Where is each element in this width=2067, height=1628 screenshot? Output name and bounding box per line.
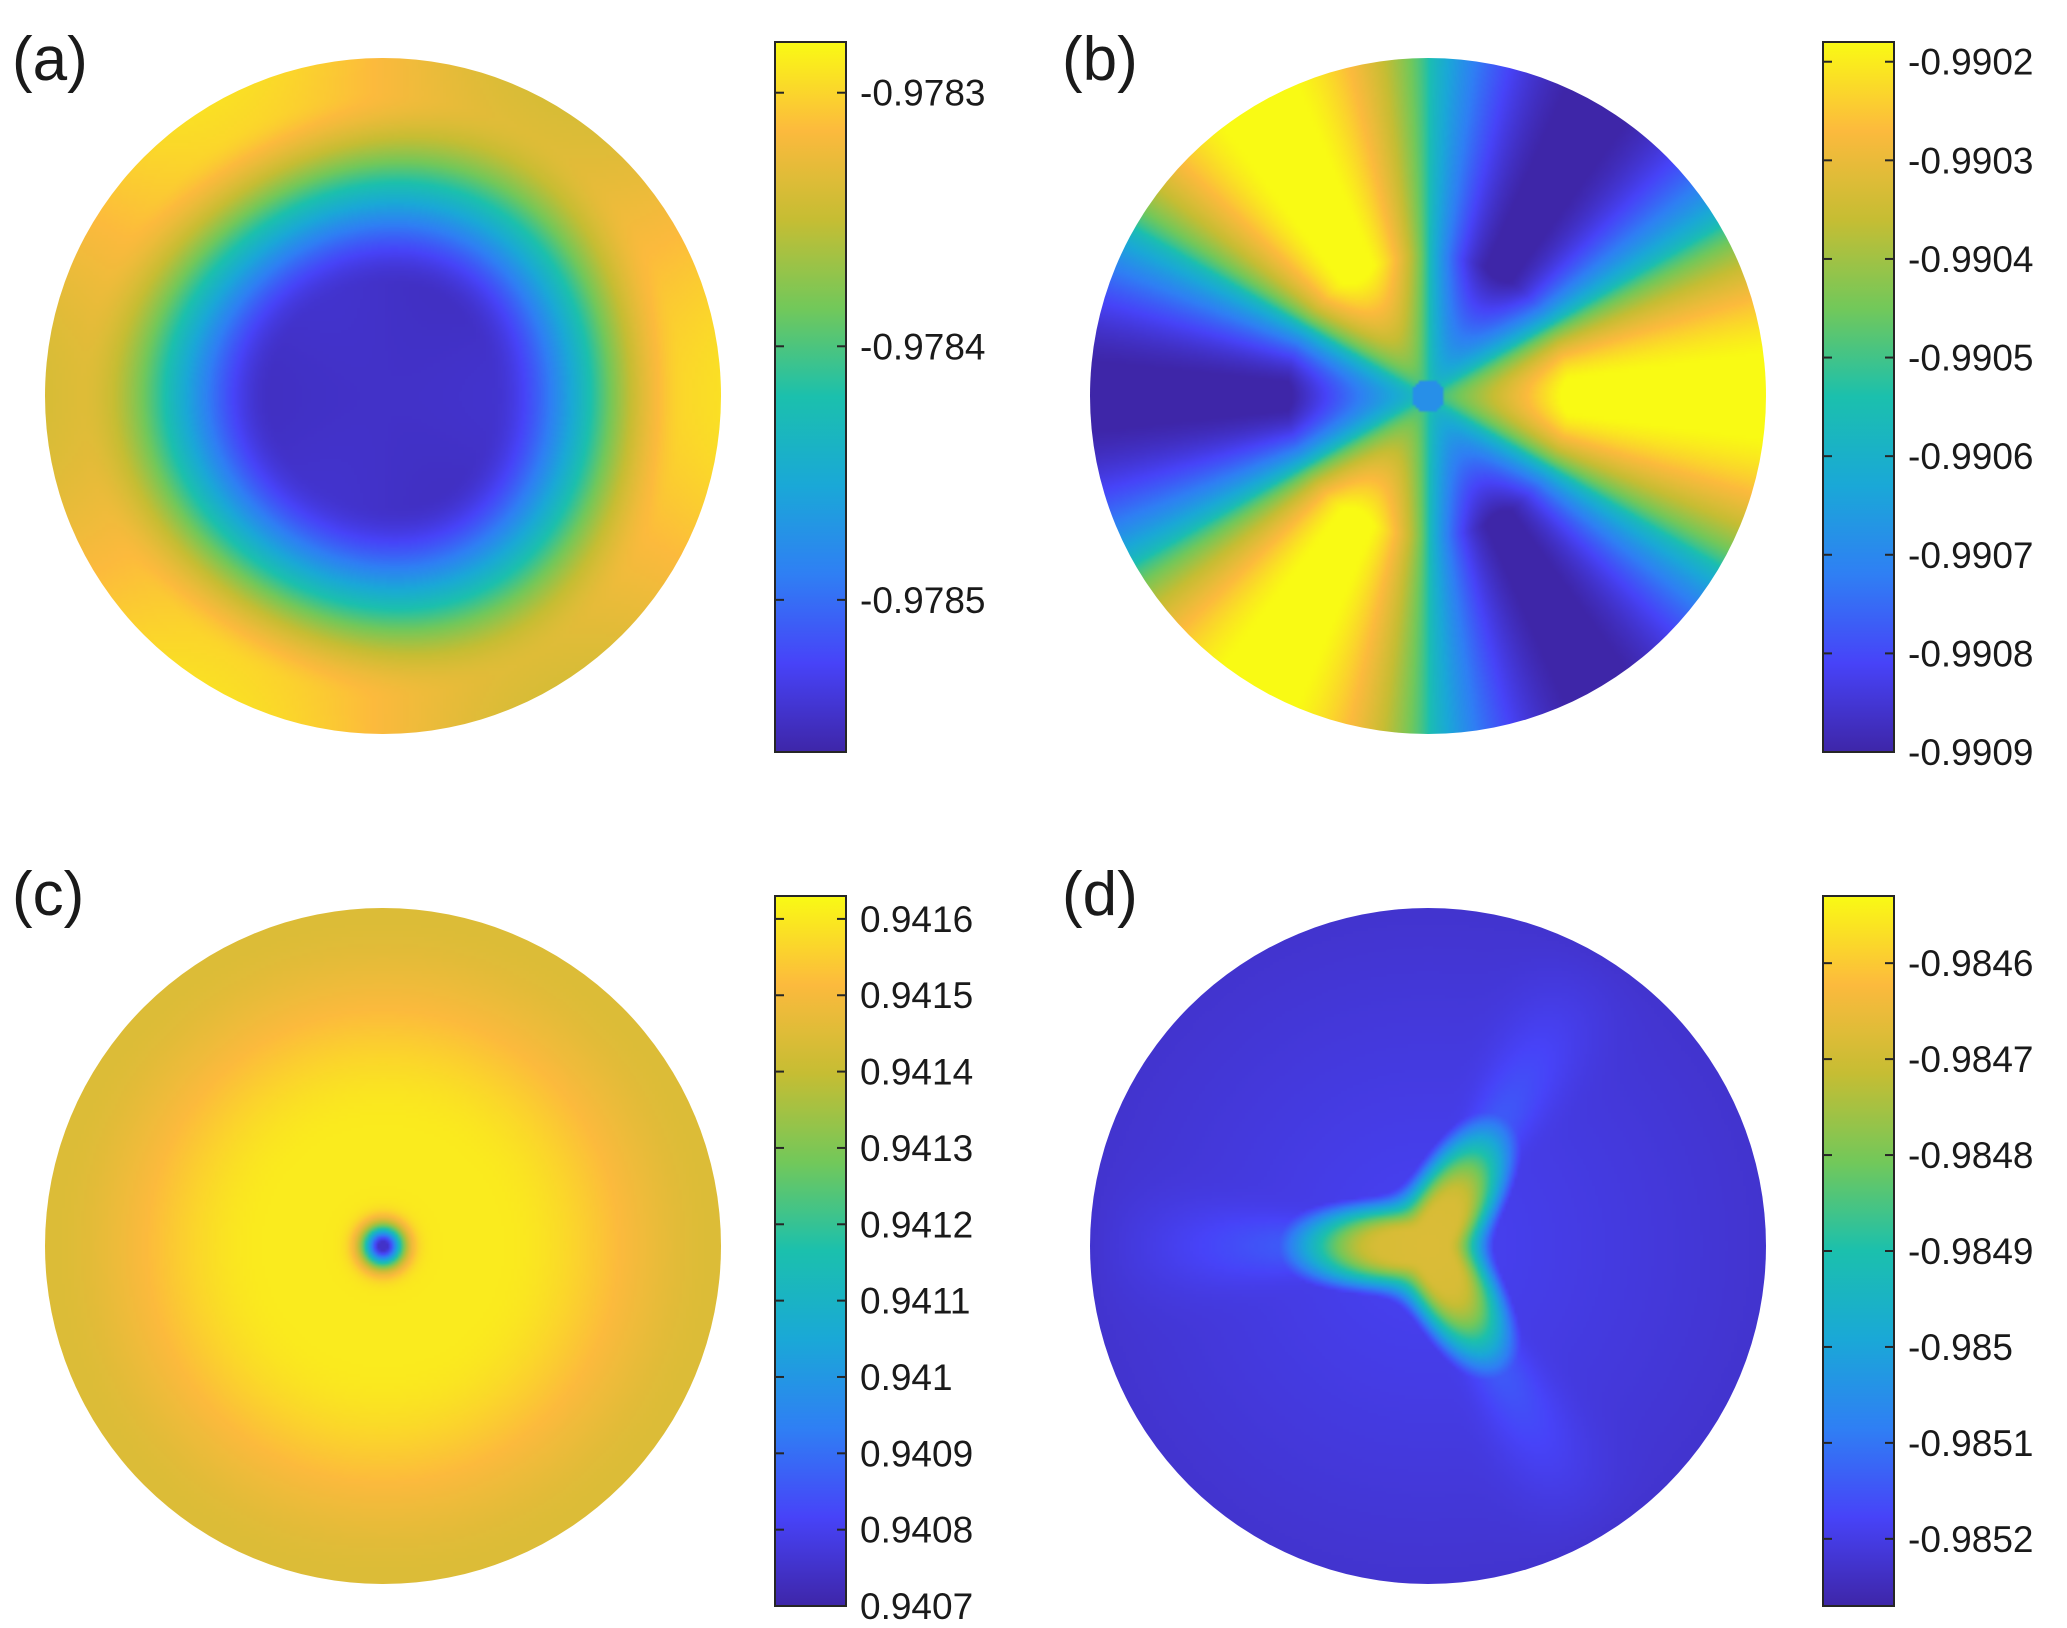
colorbar-c: 0.9407 0.9408 0.9409 0.941 0.9411 0.9412 0.941… [774,895,973,1627]
colorbar-c-tick-label: 0.9412 [860,1204,973,1245]
panel-d: (d) -0.9852-0.9851-0.985-0.9849-0.9848-0… [1062,860,2034,1607]
colorbar-d-ticks: -0.9852 -0.9851 -0.985 -0.9849 -0.9848 -0.984… [1823,943,2034,1560]
colorbar-d-tick-label: -0.9851 [1908,1423,2034,1464]
colorbar-c-tick-label: 0.941 [860,1357,953,1398]
colorbar-b-tick-label: -0.9907 [1908,535,2034,576]
colorbar-c-tick-label: 0.9416 [860,899,973,940]
colorbar-b-tick-label: -0.9902 [1908,42,2034,83]
disk-c [45,908,721,1584]
colorbar-a-tick-label: -0.9783 [860,73,986,114]
colorbar-c-tick-label: 0.9415 [860,975,973,1016]
colorbar-d: -0.9852 -0.9851 -0.985 -0.9849 -0.9848 -0.984… [1822,895,2034,1607]
colorbar-b-tick-label: -0.9906 [1908,436,2034,477]
heatmap-b [1090,58,1766,734]
colorbar-a-fill [774,41,847,753]
colorbar-a-tick-label: -0.9784 [860,326,986,367]
heatmap-c [45,908,721,1584]
colorbar-c-tick-label: 0.9407 [860,1586,973,1627]
colorbar-b-tick-label: -0.9908 [1908,633,2034,674]
panel-label-c: (c) [12,860,84,929]
panel-b: (b) -0.9909-0.9908-0.9907-0.9906-0.9905-… [1062,25,2034,773]
panel-label-d: (d) [1062,860,1138,929]
colorbar-b-tick-label: -0.9909 [1908,732,2034,773]
panel-a: (a) -0.9785 -0.9784 -0.9783 [12,25,986,753]
colorbar-d-fill [1822,895,1895,1607]
colorbar-c-tick-label: 0.9411 [860,1281,970,1322]
colorbar-c-tick-label: 0.9408 [860,1510,973,1551]
colorbar-c-tick-label: 0.9414 [860,1052,973,1093]
colorbar-a: -0.9785 -0.9784 -0.9783 [774,41,986,753]
colorbar-c-fill [774,895,847,1607]
colorbar-a-tick-label: -0.9785 [860,580,986,621]
panel-label-a: (a) [12,25,88,94]
disk-d [1090,908,1766,1584]
colorbar-b-tick-label: -0.9905 [1908,338,2034,379]
colorbar-d-tick-label: -0.985 [1908,1327,2013,1368]
disk-a [45,58,721,734]
colorbar-b: -0.9909 -0.9908 -0.9907 -0.9906 -0.9905 -0.99… [1822,41,2034,773]
colorbar-a-ticks: -0.9785 -0.9784 -0.9783 [775,73,986,621]
colorbar-d-tick-label: -0.9847 [1908,1039,2034,1080]
colorbar-b-tick-label: -0.9903 [1908,140,2034,181]
disk-b [1090,58,1766,734]
heatmap-d [1090,908,1766,1584]
colorbar-b-tick-label: -0.9904 [1908,239,2034,280]
panel-c: (c) 0.94070.94080.94090.9410.94110.94120… [12,860,973,1627]
colorbar-b-fill [1822,41,1895,753]
colorbar-c-ticks: 0.9407 0.9408 0.9409 0.941 0.9411 0.9412 0.941… [775,899,973,1627]
colorbar-c-tick-label: 0.9413 [860,1128,973,1169]
colorbar-d-tick-label: -0.9848 [1908,1135,2034,1176]
colorbar-d-tick-label: -0.9846 [1908,943,2034,984]
colorbar-b-ticks: -0.9909 -0.9908 -0.9907 -0.9906 -0.9905 -0.99… [1823,42,2034,773]
colorbar-d-tick-label: -0.9852 [1908,1519,2034,1560]
colorbar-d-tick-label: -0.9849 [1908,1231,2034,1272]
heatmap-a [45,58,721,734]
panel-label-b: (b) [1062,25,1138,94]
colorbar-c-tick-label: 0.9409 [860,1433,973,1474]
